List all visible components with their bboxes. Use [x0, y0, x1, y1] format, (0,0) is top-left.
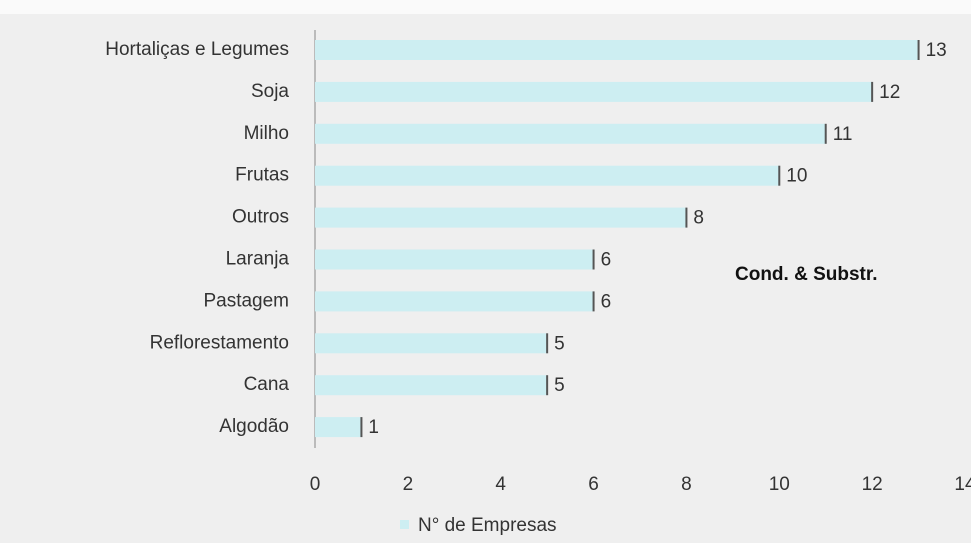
x-tick-label: 14 — [954, 474, 971, 495]
y-tick-label: Hortaliças e Legumes — [105, 39, 289, 60]
data-label: 13 — [926, 40, 947, 61]
data-label: 10 — [786, 166, 807, 187]
y-tick-label: Cana — [244, 374, 290, 395]
legend-label: N° de Empresas — [418, 515, 557, 536]
data-label: 6 — [601, 250, 612, 271]
x-tick-label: 10 — [769, 474, 790, 495]
legend-swatch — [400, 520, 409, 529]
data-label: 5 — [554, 375, 565, 396]
bar — [315, 40, 919, 60]
x-tick-label: 8 — [681, 474, 692, 495]
bar — [315, 81, 873, 102]
annotation: Cond. & Substr. — [735, 264, 878, 285]
x-tick-label: 6 — [588, 474, 599, 495]
bar — [315, 375, 548, 396]
bar — [315, 165, 780, 186]
bar — [315, 207, 687, 228]
y-tick-label: Pastagem — [203, 290, 289, 311]
y-tick-label: Frutas — [235, 165, 289, 186]
x-tick-label: 2 — [403, 474, 414, 495]
x-tick-label: 12 — [862, 474, 883, 495]
y-tick-label: Outros — [232, 207, 289, 228]
x-tick-label: 4 — [495, 474, 506, 495]
data-label: 5 — [554, 333, 565, 354]
data-label: 6 — [601, 291, 612, 312]
data-label: 8 — [693, 208, 704, 229]
data-label: 12 — [879, 82, 900, 103]
y-tick-label: Algodão — [219, 416, 289, 437]
bar — [315, 123, 826, 144]
bar — [315, 249, 594, 270]
x-tick-label: 0 — [310, 474, 321, 495]
bar — [315, 333, 548, 354]
top-strip — [0, 0, 971, 14]
data-label: 1 — [368, 417, 379, 438]
bar — [315, 417, 362, 438]
y-tick-label: Soja — [251, 81, 289, 102]
bar — [315, 291, 594, 312]
y-tick-label: Milho — [244, 123, 289, 144]
y-tick-label: Reflorestamento — [150, 332, 289, 353]
data-label: 11 — [833, 124, 853, 145]
y-tick-label: Laranja — [226, 249, 290, 270]
